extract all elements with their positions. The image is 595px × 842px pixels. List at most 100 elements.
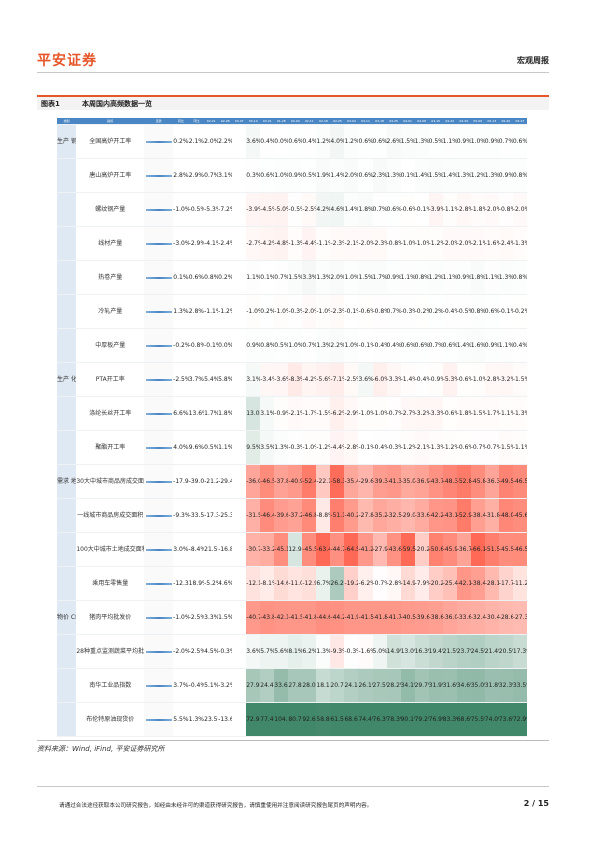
value-cell: -36.3% xyxy=(484,464,499,499)
value-cell: 1.9% xyxy=(316,158,331,193)
indicator-name: 聚酯开工率 xyxy=(76,430,145,465)
category-cell: 物价 CPI/PPI xyxy=(57,600,77,635)
value-cell: -0.3% xyxy=(288,430,303,465)
value-cell: -36.0% xyxy=(246,464,261,499)
value-cell: 1.3% xyxy=(316,328,331,363)
value-cell: -2.7% xyxy=(246,226,261,261)
value-cell: -8.3% xyxy=(288,362,303,397)
value-cell: -25.3% xyxy=(218,498,233,533)
value-cell xyxy=(232,498,247,533)
value-cell: 1.0% xyxy=(344,260,359,295)
value-cell: -48.3% xyxy=(442,464,457,499)
value-cell: -1.8% xyxy=(456,396,471,431)
value-cell: 12.9% xyxy=(288,532,303,567)
value-cell: -2.1% xyxy=(344,226,359,261)
column-header: 同比 xyxy=(173,118,189,125)
value-cell: 29.7% xyxy=(414,668,429,703)
value-cell: -2.0% xyxy=(442,226,457,261)
value-cell: -9.3% xyxy=(173,498,189,533)
value-cell: 0.9% xyxy=(498,158,513,193)
value-cell: -0.1% xyxy=(204,328,219,363)
value-cell: -0.9% xyxy=(274,396,289,431)
sparkline-mark xyxy=(145,378,172,381)
value-cell xyxy=(232,396,247,431)
value-cell: 0.2% xyxy=(260,294,275,329)
value-cell: 2.3% xyxy=(372,158,387,193)
value-cell: -38.4% xyxy=(470,498,485,533)
value-cell: 1.3% xyxy=(173,294,189,329)
source-note: 资料来源：Wind, iFind, 平安证券研究所 xyxy=(37,745,165,753)
value-cell: -41.5% xyxy=(288,600,303,635)
value-cell: -46.5% xyxy=(260,464,275,499)
value-cell: -41.2% xyxy=(358,532,373,567)
high-frequency-data-table: 类别 指标 走势 同比 环比 02-21 02-28 03-07 03-14 03-21 01-28… xyxy=(57,118,527,737)
indicator-name: 乘用车零售量 xyxy=(76,566,145,601)
value-cell: 4.5% xyxy=(204,634,219,669)
value-cell: -43.7% xyxy=(428,464,443,499)
value-cell xyxy=(232,294,247,329)
indicator-name: 30大中城市商品房成交面积 xyxy=(76,464,145,499)
value-cell: 1.8% xyxy=(358,192,373,227)
value-cell: 2.8% xyxy=(188,294,205,329)
category-cell xyxy=(57,328,77,363)
value-cell: -1.0% xyxy=(414,226,429,261)
value-cell: -1.6% xyxy=(358,634,373,669)
value-cell: 0.6% xyxy=(260,158,275,193)
value-cell: 0.5% xyxy=(302,158,317,193)
value-cell: -0.3% xyxy=(288,294,303,329)
value-cell: -0.5% xyxy=(456,294,471,329)
value-cell: -35.2% xyxy=(372,498,387,533)
value-cell: -40.7% xyxy=(246,600,261,635)
trend-sparkline xyxy=(144,600,174,635)
value-cell: 0.8% xyxy=(260,328,275,363)
value-cell: -46.8% xyxy=(302,498,317,533)
value-cell: -12.3% xyxy=(173,566,189,601)
value-cell: -44.7% xyxy=(330,532,345,567)
table-row: 冷轧产量1.3%2.8%-1.1%-1.2%-1.0%0.2%-1.0%-0.3… xyxy=(57,294,527,329)
column-header: 04-29 xyxy=(456,118,471,125)
value-cell: 0.9% xyxy=(456,124,471,159)
value-cell: -1.7% xyxy=(484,396,499,431)
value-cell: 13.0% xyxy=(400,634,415,669)
sparkline-mark xyxy=(145,310,172,313)
value-cell: -0.1% xyxy=(498,294,513,329)
value-cell: -40.9% xyxy=(288,464,303,499)
value-cell: 76.3% xyxy=(372,702,387,737)
trend-sparkline xyxy=(144,124,174,159)
table-row: 需求 地产30大中城市商品房成交面积-17.9%-39.0%-21.2%-29.… xyxy=(57,464,527,499)
value-cell: 3.6% xyxy=(246,634,261,669)
value-cell: -8.4% xyxy=(188,532,205,567)
sparkline-mark xyxy=(145,242,172,245)
value-cell: -1.5% xyxy=(316,396,331,431)
value-cell: -12.1% xyxy=(246,566,261,601)
column-header: 03-25 xyxy=(386,118,401,125)
value-cell: -1.0% xyxy=(358,396,373,431)
value-cell: 27.9% xyxy=(246,668,261,703)
category-cell xyxy=(57,396,77,431)
indicator-name: 热卷产量 xyxy=(76,260,145,295)
value-cell: 0.6% xyxy=(358,124,373,159)
value-cell: -3.3% xyxy=(428,396,443,431)
value-cell: -1.0% xyxy=(173,192,189,227)
value-cell: -1.3% xyxy=(512,396,527,431)
value-cell: 4.0% xyxy=(330,124,345,159)
value-cell: 0.9% xyxy=(484,328,499,363)
value-cell: -2.0% xyxy=(512,192,527,227)
value-cell: 3.7% xyxy=(173,668,189,703)
value-cell: 1.4% xyxy=(344,192,359,227)
value-cell: -14.9% xyxy=(400,566,415,601)
value-cell: 90.1% xyxy=(400,702,415,737)
value-cell: 3.0% xyxy=(173,532,189,567)
value-cell: 0.1% xyxy=(173,260,189,295)
trend-sparkline xyxy=(144,702,174,737)
value-cell: 72.9% xyxy=(512,702,527,737)
value-cell: 14.9% xyxy=(386,634,401,669)
value-cell: -0.6% xyxy=(456,430,471,465)
value-cell: 68.6% xyxy=(344,702,359,737)
value-cell: -38.4% xyxy=(470,566,485,601)
trend-sparkline xyxy=(144,192,174,227)
sparkline-mark xyxy=(145,548,172,551)
value-cell: 0.9% xyxy=(386,260,401,295)
report-type: 宏观周报 xyxy=(517,56,549,65)
value-cell: 3.1% xyxy=(218,158,233,193)
